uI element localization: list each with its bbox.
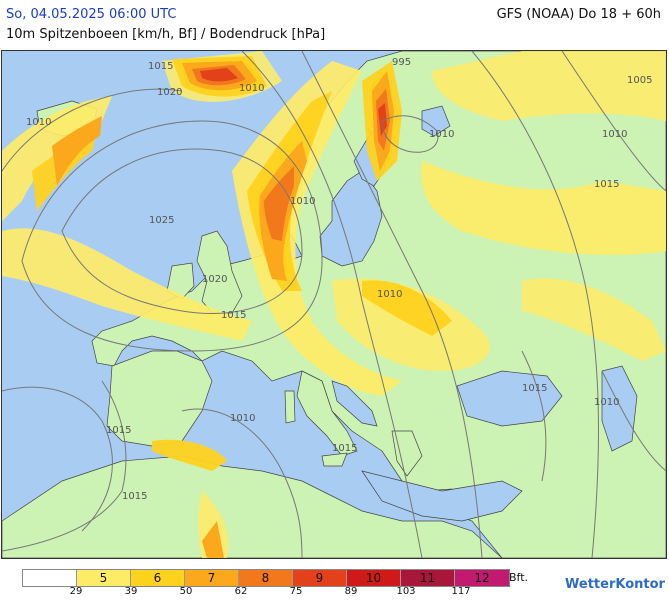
legend-class: 9 bbox=[293, 570, 347, 586]
legend-class: 8 bbox=[239, 570, 293, 586]
legend-kmh-tick: 117 bbox=[451, 586, 471, 597]
isobar-label: 1015 bbox=[332, 443, 357, 454]
isobar-label: 1020 bbox=[202, 274, 227, 285]
isobar-line bbox=[2, 386, 113, 532]
map-canvas: 1015 1020 1010 1010 995 1005 1010 1015 1… bbox=[2, 51, 666, 558]
landmass-north-africa bbox=[2, 455, 503, 558]
isobar-label: 1015 bbox=[594, 179, 619, 190]
landmass-italy bbox=[296, 370, 358, 457]
wetterkontor-logo[interactable]: WetterKontor 〰 bbox=[565, 577, 669, 592]
isobar-line bbox=[2, 88, 183, 172]
legend-class: 12 bbox=[455, 570, 509, 586]
isobar-labels: 1015 1020 1010 1010 995 1005 1010 1015 1… bbox=[26, 57, 652, 502]
isobar-line bbox=[21, 120, 323, 352]
legend-class: 11 bbox=[401, 570, 455, 586]
landmass-ireland bbox=[166, 262, 195, 300]
isobar-line bbox=[471, 51, 600, 558]
gust-band-5 bbox=[432, 51, 666, 121]
isobar-line bbox=[241, 51, 423, 558]
landmass-sicily bbox=[321, 452, 348, 467]
isobar-label: 1015 bbox=[522, 383, 547, 394]
isobar-label: 1010 bbox=[594, 397, 619, 408]
model-run-label: GFS (NOAA) Do 18 + 60h bbox=[496, 7, 661, 22]
isobar-line bbox=[301, 51, 483, 558]
gust-band-5 bbox=[232, 61, 402, 396]
gust-band-7 bbox=[52, 116, 102, 186]
gust-band-5 bbox=[421, 161, 666, 255]
gust-shading bbox=[2, 51, 666, 558]
gust-band-9 bbox=[200, 68, 238, 82]
legend-unit-label: Bft. bbox=[509, 571, 529, 584]
gust-band-6 bbox=[362, 280, 452, 336]
legend-kmh-tick: 29 bbox=[69, 586, 83, 597]
landmass-sardinia bbox=[284, 390, 296, 424]
isobar-label: 1010 bbox=[602, 129, 627, 140]
legend-class bbox=[23, 570, 77, 586]
legend-class: 10 bbox=[347, 570, 401, 586]
isobar-label: 1010 bbox=[377, 289, 402, 300]
isobar-line bbox=[601, 370, 666, 472]
gust-band-7 bbox=[202, 521, 224, 558]
landmass-britain bbox=[196, 230, 243, 314]
legend-kmh-tick: 39 bbox=[124, 586, 138, 597]
isobar-label: 1020 bbox=[157, 87, 182, 98]
legend-kmh-tick: 62 bbox=[234, 586, 248, 597]
isobar-lines bbox=[2, 51, 666, 558]
isobar-line bbox=[61, 148, 303, 314]
gust-band-6 bbox=[152, 439, 227, 471]
isobar-label: 1025 bbox=[149, 215, 174, 226]
isobar-line bbox=[381, 115, 439, 153]
legend-class: 5 bbox=[77, 570, 131, 586]
isobar-label: 1005 bbox=[627, 75, 652, 86]
isobar-label: 1010 bbox=[26, 117, 51, 128]
legend-kmh-tick: 89 bbox=[344, 586, 358, 597]
isobar-label: 995 bbox=[392, 57, 411, 68]
mediterranean-east bbox=[361, 470, 523, 522]
color-legend: 5 6 7 8 9 10 11 12 bbox=[22, 569, 510, 587]
isobar-label: 1015 bbox=[221, 310, 246, 321]
legend-kmh-tick: 103 bbox=[396, 586, 416, 597]
isobar-label: 1010 bbox=[230, 413, 255, 424]
isobar-label: 1010 bbox=[429, 129, 454, 140]
white-sea bbox=[421, 105, 451, 137]
isobar-label: 1015 bbox=[106, 425, 131, 436]
isobar-line bbox=[181, 408, 303, 558]
isobar-label: 1015 bbox=[148, 61, 173, 72]
legend-kmh-tick: 75 bbox=[289, 586, 303, 597]
isobar-label: 1015 bbox=[122, 491, 147, 502]
legend-class: 6 bbox=[131, 570, 185, 586]
isobar-label: 1010 bbox=[239, 83, 264, 94]
forecast-datetime: So, 04.05.2025 06:00 UTC bbox=[6, 7, 177, 22]
gust-band-9 bbox=[378, 103, 387, 136]
adriatic-sea bbox=[331, 380, 378, 427]
isobar-line bbox=[2, 380, 127, 552]
gust-band-8 bbox=[264, 166, 294, 241]
legend-class: 7 bbox=[185, 570, 239, 586]
logo-text: WetterKontor bbox=[565, 577, 665, 592]
isobar-label: 1010 bbox=[290, 196, 315, 207]
parameter-label: 10m Spitzenboeen [km/h, Bf] / Bodendruck… bbox=[6, 27, 326, 42]
gust-band-5 bbox=[2, 228, 252, 341]
weather-map[interactable]: 1015 1020 1010 1010 995 1005 1010 1015 1… bbox=[1, 50, 667, 559]
gust-band-5 bbox=[522, 278, 666, 361]
legend-kmh-tick: 50 bbox=[179, 586, 193, 597]
landmass-greece bbox=[391, 430, 423, 477]
isobar-line bbox=[561, 51, 666, 192]
isobar-line bbox=[521, 350, 547, 482]
